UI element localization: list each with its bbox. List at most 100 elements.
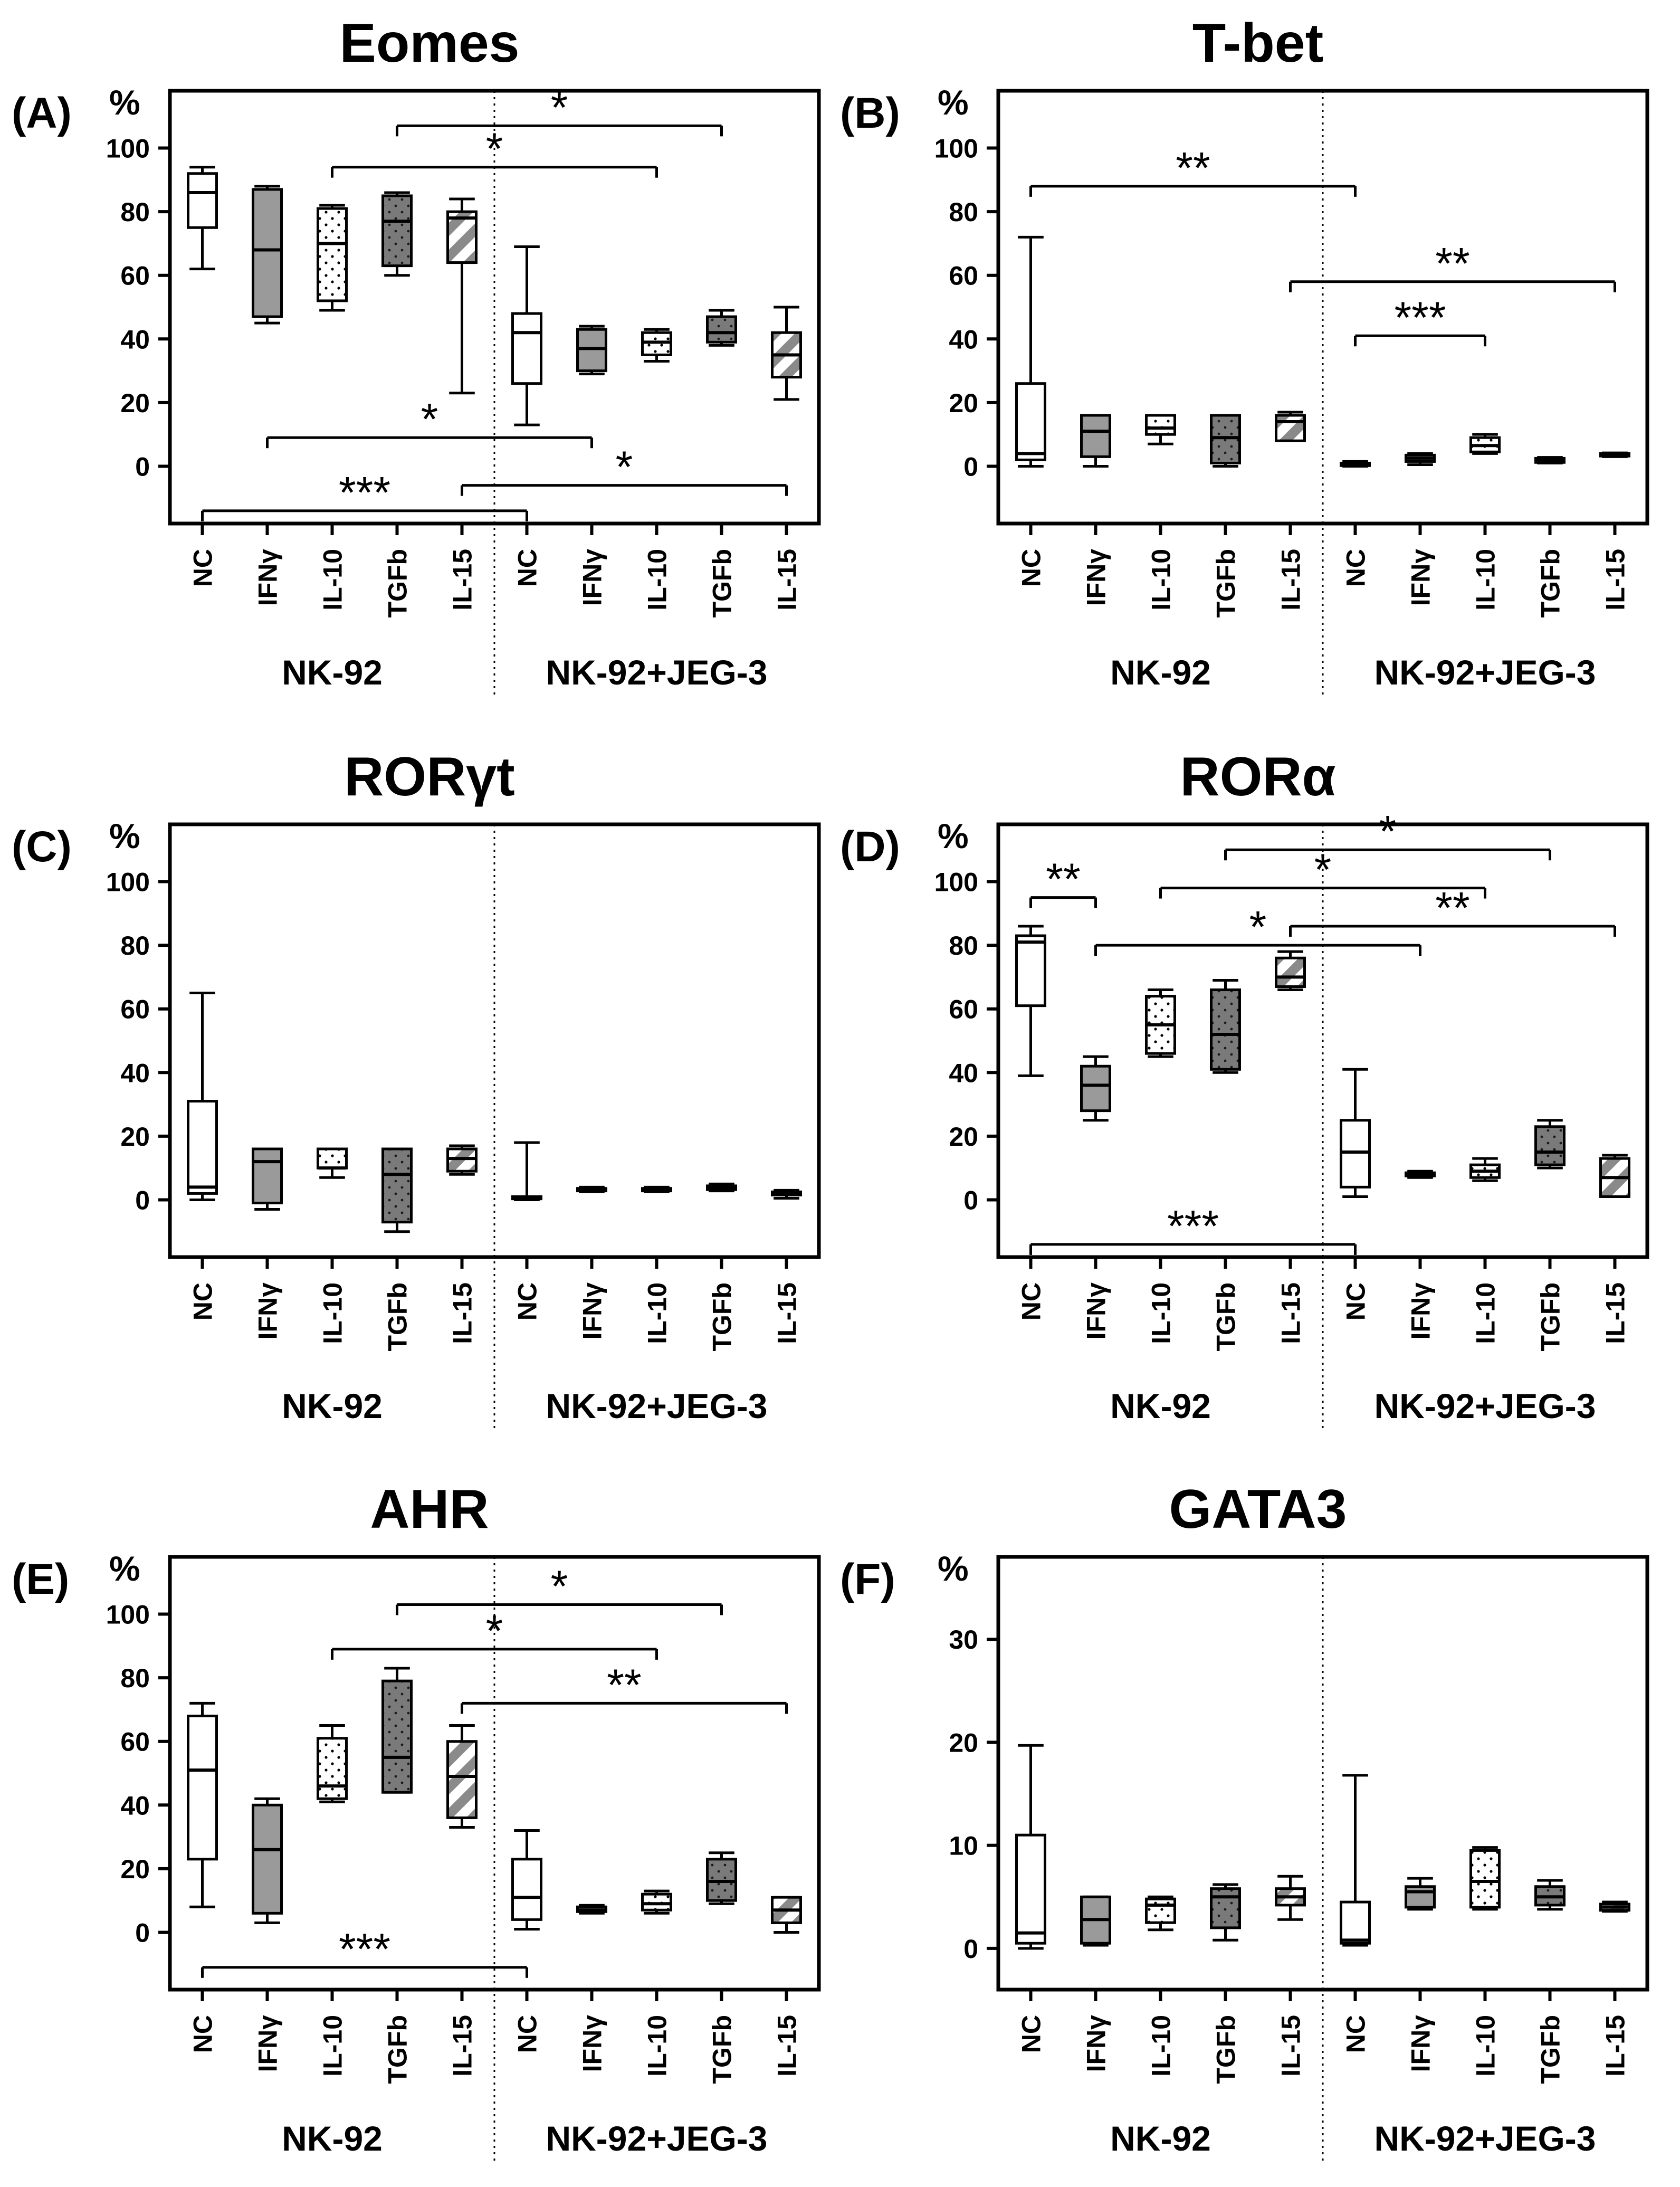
panel-title: AHR [370, 1479, 489, 1540]
box-10 [771, 1896, 802, 1934]
y-tick-label: 60 [949, 995, 978, 1024]
box-5 [446, 1724, 478, 1829]
box-7 [1405, 452, 1436, 466]
panel-title: GATA3 [1169, 1479, 1347, 1540]
group-label: NK-92+JEG-3 [1374, 653, 1596, 692]
x-tick-label: IFNγ [1082, 2015, 1111, 2072]
box-iqr [1275, 414, 1306, 442]
y-tick-label: 80 [120, 197, 150, 227]
box-3 [1145, 414, 1176, 445]
x-tick-label: IL-10 [1471, 2015, 1501, 2077]
significance-label: ** [607, 1660, 641, 1709]
y-tick-label: 80 [949, 197, 978, 227]
x-tick-label: TGFb [708, 2015, 737, 2084]
group-label: NK-92 [1110, 1386, 1211, 1425]
x-tick-label: IFNγ [253, 549, 283, 606]
significance-label: *** [339, 468, 390, 517]
significance-bracket: * [461, 442, 788, 496]
y-tick-label: 0 [135, 1918, 150, 1947]
y-tick-label: 60 [949, 261, 978, 291]
box-1 [187, 166, 218, 271]
box-iqr [1015, 934, 1046, 1007]
box-4 [381, 191, 413, 277]
box-7 [1405, 1169, 1436, 1179]
box-1 [1015, 925, 1046, 1077]
box-iqr [446, 1740, 478, 1819]
y-tick-label: 80 [120, 1663, 150, 1693]
y-tick-label: 40 [120, 325, 150, 354]
box-7 [576, 325, 607, 376]
x-tick-label: NC [1017, 549, 1046, 587]
significance-label: ** [1046, 854, 1080, 904]
group-label: NK-92 [282, 2119, 383, 2158]
significance-label: * [1379, 806, 1397, 856]
box-iqr [317, 1737, 348, 1800]
significance-bracket: * [1094, 902, 1421, 956]
box-8 [641, 328, 672, 363]
box-6 [511, 245, 542, 426]
box-10 [1599, 451, 1630, 458]
significance-bracket: * [1159, 845, 1486, 899]
x-tick-label: TGFb [1211, 2015, 1241, 2084]
box-iqr [1340, 1119, 1371, 1188]
box-iqr [1145, 1897, 1176, 1924]
significance-label: * [551, 82, 568, 132]
panel-letter: (C) [12, 823, 72, 871]
significance-label: *** [1167, 1201, 1219, 1251]
group-label: NK-92+JEG-3 [546, 2119, 767, 2158]
box-9 [706, 1182, 737, 1193]
box-iqr [1210, 988, 1241, 1071]
y-tick-label: 20 [120, 1855, 150, 1884]
box-2 [252, 185, 283, 325]
box-iqr [1080, 414, 1111, 458]
panel-letter: (A) [12, 89, 72, 137]
group-label: NK-92 [282, 1386, 383, 1425]
y-axis-unit: % [109, 83, 140, 122]
panel-4: RORα (D) % 0 20 40 60 80 100 NC IFNγ IL-10 TGFb IL-15… [840, 746, 1649, 1431]
x-tick-label: IFNγ [1406, 2015, 1436, 2072]
x-tick-label: TGFb [708, 1282, 737, 1352]
significance-label: ** [1435, 883, 1469, 933]
x-tick-label: TGFb [1211, 549, 1241, 618]
box-iqr [511, 1858, 542, 1921]
box-8 [641, 1185, 672, 1193]
x-tick-label: TGFb [383, 549, 413, 618]
x-tick-label: IFNγ [253, 2015, 283, 2072]
box-8 [1469, 433, 1501, 455]
significance-bracket: *** [201, 1924, 528, 1978]
box-2 [252, 1147, 283, 1211]
box-iqr [446, 1147, 478, 1173]
box-iqr [252, 1803, 283, 1915]
box-9 [1534, 1879, 1566, 1911]
significance-bracket: * [266, 394, 593, 449]
box-9 [706, 309, 737, 347]
x-tick-label: IL-15 [772, 549, 802, 611]
significance-label: * [486, 1606, 503, 1656]
x-tick-label: IL-15 [1601, 1282, 1630, 1344]
x-tick-label: IL-10 [1147, 1282, 1176, 1344]
box-9 [706, 1851, 737, 1905]
significance-label: * [1249, 902, 1267, 952]
box-3 [317, 1147, 348, 1179]
x-tick-label: IL-15 [448, 549, 478, 611]
box-10 [771, 306, 802, 401]
significance-bracket: *** [1029, 1201, 1357, 1255]
x-tick-label: TGFb [383, 1282, 413, 1352]
x-tick-label: IL-15 [448, 1282, 478, 1344]
x-tick-label: NC [513, 2015, 542, 2053]
x-tick-label: IFNγ [1082, 1282, 1111, 1340]
box-5 [1275, 950, 1306, 992]
box-5 [446, 1144, 478, 1176]
x-tick-label: TGFb [383, 2015, 413, 2084]
box-10 [771, 1188, 802, 1200]
box-4 [381, 1147, 413, 1233]
x-tick-label: IL-15 [448, 2015, 478, 2077]
box-iqr [1340, 1900, 1371, 1945]
x-tick-label: IL-10 [318, 2015, 348, 2077]
significance-bracket: * [396, 1561, 723, 1615]
y-axis-unit: % [109, 1549, 140, 1588]
y-tick-label: 20 [949, 388, 978, 418]
x-tick-label: IL-15 [1276, 549, 1306, 611]
panel-6: GATA3 (F) % 0 10 20 30 NC IFNγ IL-10 TGFb IL-15 NC IF… [840, 1479, 1649, 2164]
